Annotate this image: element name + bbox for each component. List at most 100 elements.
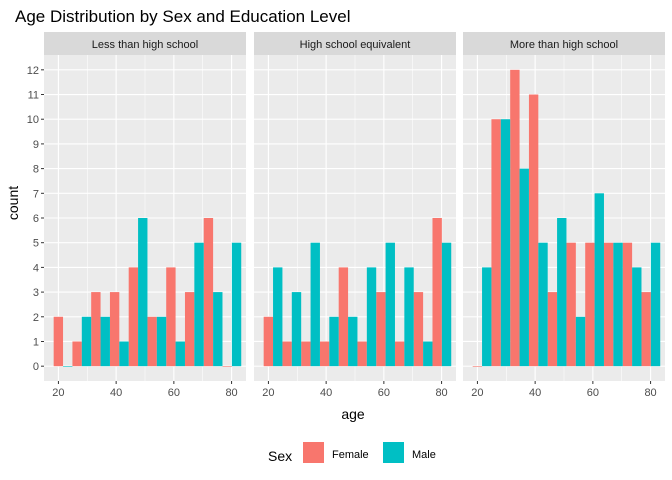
bar-male-high-school-equivalent-bin-9 — [441, 242, 452, 367]
bar-female-less-than-high-school-bin-4 — [128, 267, 139, 367]
legend: Sex Female Male — [268, 442, 436, 464]
bar-male-high-school-equivalent-bin-7 — [404, 267, 414, 367]
bar-male-more-than-high-school-bin-2 — [519, 168, 529, 367]
bar-female-high-school-equivalent-bin-8 — [413, 292, 424, 367]
x-tick-label: 40 — [529, 387, 541, 399]
y-tick-label: 0 — [33, 361, 39, 373]
chart-title: Age Distribution by Sex and Education Le… — [15, 7, 350, 26]
bar-female-more-than-high-school-bin-3 — [528, 94, 539, 367]
bar-male-more-than-high-school-bin-6 — [594, 193, 604, 367]
bar-male-high-school-equivalent-bin-6 — [385, 242, 395, 367]
facet-strip — [463, 32, 665, 55]
bar-female-high-school-equivalent-bin-0 — [263, 316, 274, 367]
y-tick-label: 4 — [33, 262, 39, 274]
x-tick-label: 20 — [52, 387, 64, 399]
y-tick-label: 2 — [33, 312, 39, 324]
legend-title: Sex — [268, 448, 292, 464]
bar-male-more-than-high-school-bin-0 — [482, 267, 492, 367]
bar-female-high-school-equivalent-bin-1 — [282, 341, 292, 367]
bar-female-more-than-high-school-bin-5 — [566, 242, 576, 367]
facet-strip-label: More than high school — [510, 39, 618, 51]
bar-female-less-than-high-school-bin-5 — [147, 316, 157, 367]
panel-more-than-high-school: More than high school 20 40 60 80 — [463, 32, 665, 399]
bar-male-less-than-high-school-bin-8 — [213, 292, 223, 367]
bar-female-less-than-high-school-bin-1 — [72, 341, 82, 367]
bar-female-less-than-high-school-bin-3 — [109, 292, 120, 367]
bar-male-more-than-high-school-bin-1 — [500, 119, 511, 367]
bar-female-more-than-high-school-bin-6 — [585, 242, 595, 367]
y-tick-label: 5 — [33, 238, 39, 250]
bar-female-less-than-high-school-bin-8 — [203, 218, 214, 367]
y-tick-label: 6 — [33, 213, 39, 225]
bar-male-high-school-equivalent-bin-3 — [329, 316, 339, 367]
bar-female-less-than-high-school-bin-6 — [166, 267, 176, 367]
legend-label-male: Male — [412, 449, 436, 461]
bar-female-more-than-high-school-bin-2 — [510, 69, 520, 367]
x-tick-label: 80 — [644, 387, 656, 399]
bar-male-less-than-high-school-bin-0 — [63, 366, 73, 367]
y-tick-label: 3 — [33, 287, 39, 299]
y-tick-label: 7 — [33, 188, 39, 200]
bar-male-more-than-high-school-bin-7 — [613, 242, 623, 367]
x-tick-label: 80 — [225, 387, 237, 399]
bar-female-less-than-high-school-bin-2 — [91, 292, 101, 367]
bar-female-more-than-high-school-bin-9 — [641, 292, 651, 367]
x-tick-label: 60 — [378, 387, 390, 399]
bar-male-less-than-high-school-bin-4 — [138, 218, 148, 367]
bar-male-high-school-equivalent-bin-1 — [291, 292, 302, 367]
bar-female-less-than-high-school-bin-9 — [222, 366, 232, 367]
bar-male-less-than-high-school-bin-5 — [156, 316, 167, 367]
bar-female-more-than-high-school-bin-1 — [491, 119, 501, 367]
bar-male-high-school-equivalent-bin-2 — [310, 242, 320, 367]
bar-male-more-than-high-school-bin-3 — [538, 242, 548, 367]
bar-male-high-school-equivalent-bin-4 — [348, 316, 358, 367]
bar-female-more-than-high-school-bin-7 — [603, 242, 614, 367]
facet-strip — [44, 32, 246, 55]
bar-male-less-than-high-school-bin-2 — [100, 316, 110, 367]
bar-female-high-school-equivalent-bin-2 — [301, 341, 311, 367]
x-axis-title: age — [341, 406, 365, 422]
x-tick-label: 40 — [320, 387, 332, 399]
legend-key-female — [303, 442, 324, 463]
bar-male-more-than-high-school-bin-9 — [650, 242, 661, 367]
x-tick-label: 80 — [435, 387, 447, 399]
facet-strip-label: High school equivalent — [300, 39, 411, 51]
bar-female-more-than-high-school-bin-4 — [547, 292, 558, 367]
y-tick-label: 1 — [33, 336, 39, 348]
facet-strip-label: Less than high school — [92, 39, 198, 51]
panel-high-school-equivalent: High school equivalent 20 40 60 80 — [254, 32, 456, 399]
bar-male-more-than-high-school-bin-4 — [557, 218, 567, 367]
y-tick-label: 10 — [27, 114, 39, 126]
bar-male-more-than-high-school-bin-5 — [575, 316, 586, 367]
y-axis-title: count — [5, 186, 21, 220]
y-tick-label: 11 — [28, 90, 39, 102]
bar-male-high-school-equivalent-bin-0 — [273, 267, 283, 367]
bar-male-less-than-high-school-bin-3 — [119, 341, 129, 367]
y-tick-label: 12 — [27, 65, 39, 77]
bar-male-less-than-high-school-bin-9 — [231, 242, 242, 367]
legend-label-female: Female — [332, 449, 369, 461]
bar-female-high-school-equivalent-bin-7 — [394, 341, 405, 367]
bar-female-less-than-high-school-bin-7 — [184, 292, 195, 367]
bar-female-more-than-high-school-bin-0 — [472, 366, 483, 367]
bar-female-high-school-equivalent-bin-9 — [432, 218, 442, 367]
legend-key-male — [383, 442, 404, 463]
bar-female-less-than-high-school-bin-0 — [53, 316, 64, 367]
x-tick-label: 40 — [110, 387, 122, 399]
bar-male-less-than-high-school-bin-1 — [81, 316, 92, 367]
bar-female-more-than-high-school-bin-8 — [622, 242, 633, 367]
x-tick-label: 20 — [262, 387, 274, 399]
bar-female-high-school-equivalent-bin-3 — [319, 341, 330, 367]
x-tick-label: 20 — [471, 387, 483, 399]
panel-less-than-high-school: Less than high school 20 40 60 80 — [44, 32, 246, 399]
y-tick-label: 8 — [33, 164, 39, 176]
bar-female-high-school-equivalent-bin-5 — [357, 341, 367, 367]
bar-male-high-school-equivalent-bin-5 — [366, 267, 377, 367]
bar-male-high-school-equivalent-bin-8 — [423, 341, 433, 367]
bar-male-less-than-high-school-bin-6 — [175, 341, 185, 367]
facet-strip — [254, 32, 456, 55]
x-tick-label: 60 — [168, 387, 180, 399]
